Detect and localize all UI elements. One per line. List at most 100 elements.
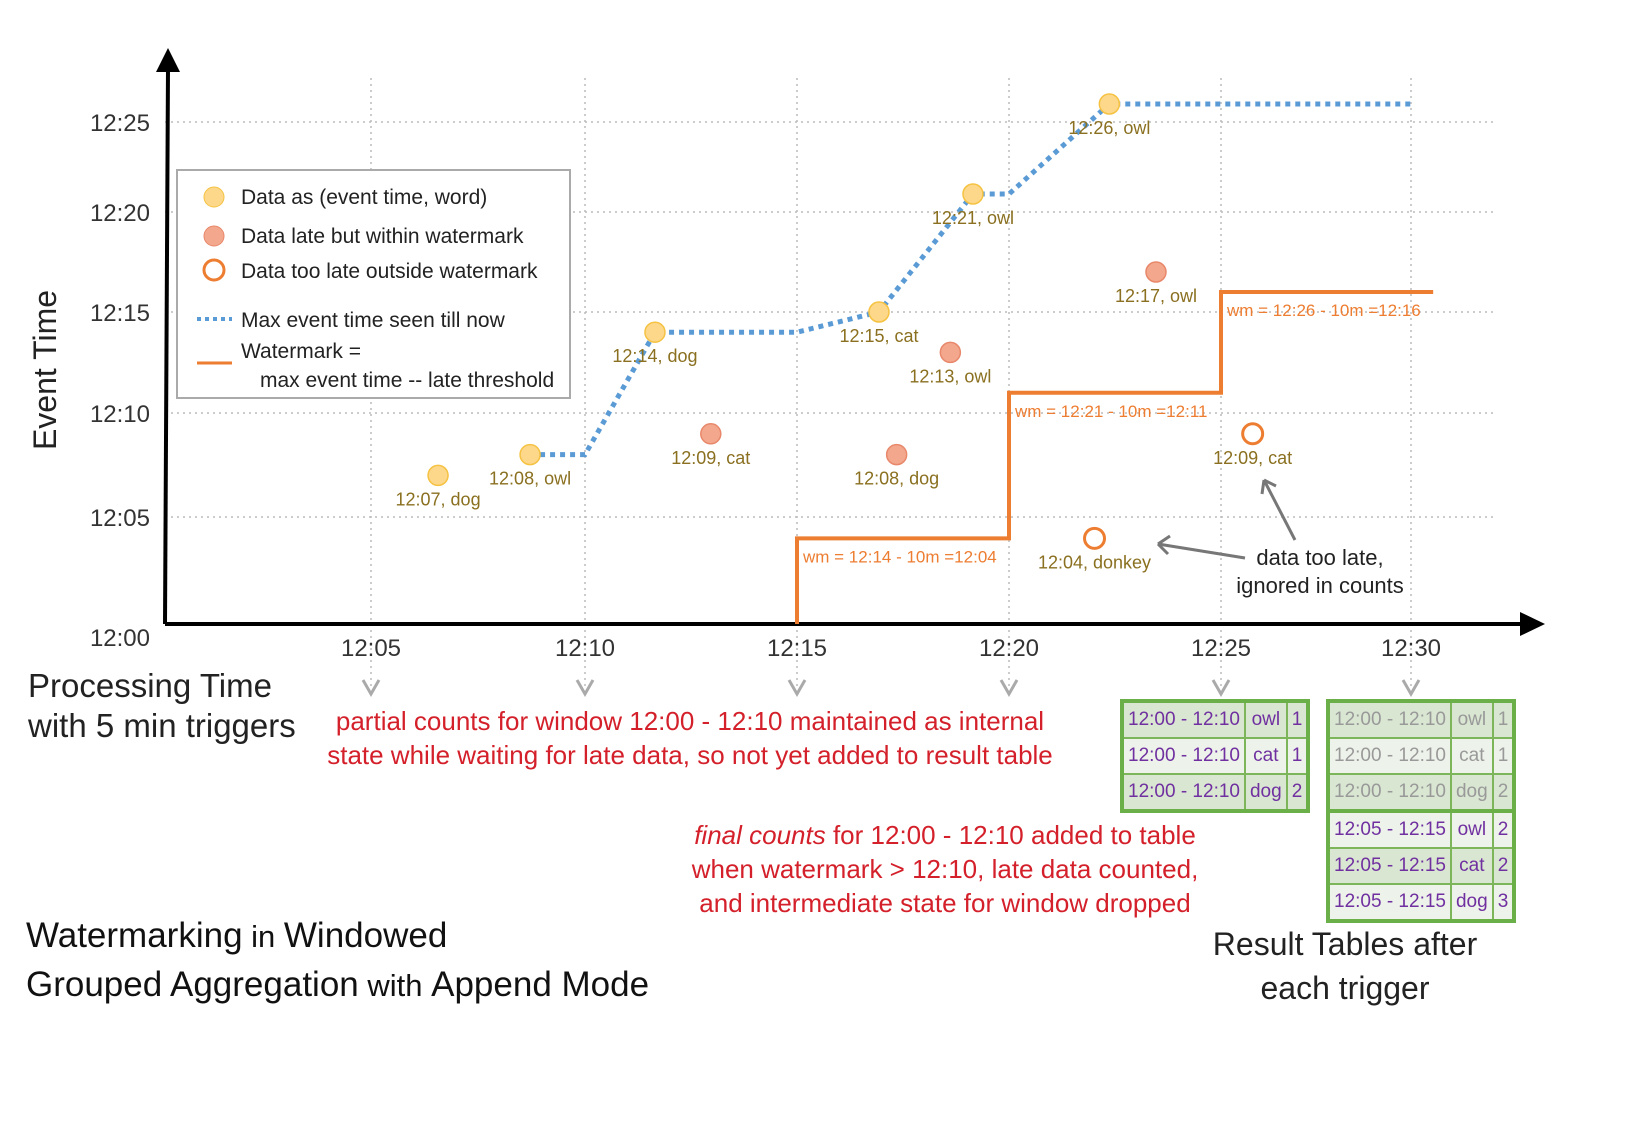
- title-text: in: [242, 919, 284, 954]
- too-late-data-point: [1241, 422, 1265, 446]
- final-counts-note: final counts for 12:00 - 12:10 added to …: [690, 818, 1200, 920]
- window-cell: 12:05 - 12:15: [1327, 847, 1452, 885]
- y-tick-label: 12:15: [90, 300, 150, 327]
- late-data-point: [939, 341, 962, 364]
- result-row: 12:00 - 12:10 dog 2: [1121, 773, 1310, 812]
- title-keyword: Windowed: [283, 916, 448, 955]
- window-cell: 12:00 - 12:10: [1121, 737, 1246, 775]
- result-row: 12:00 - 12:10 owl 1: [1121, 700, 1310, 739]
- count-cell: 3: [1491, 883, 1516, 922]
- too-late-note: data too late,: [1256, 545, 1383, 570]
- x-tick-label: 12:30: [1381, 635, 1441, 662]
- note-line: when watermark > 12:10, late data counte…: [691, 854, 1199, 884]
- legend-too-late-icon: [202, 258, 226, 282]
- data-point: [868, 301, 890, 323]
- window-cell: 12:05 - 12:15: [1327, 883, 1452, 922]
- note-line: state while waiting for late data, so no…: [327, 740, 1053, 770]
- data-point-label: 12:13, owl: [909, 366, 991, 386]
- legend-label: Data late but within watermark: [241, 225, 524, 248]
- result-row: 12:00 - 12:10 dog 2: [1327, 773, 1516, 812]
- watermark-line: [795, 290, 1434, 624]
- count-cell: 2: [1285, 773, 1310, 812]
- legend-on-time-icon: [203, 186, 225, 208]
- count-cell: 1: [1491, 700, 1516, 739]
- data-point: [962, 183, 984, 205]
- window-cell: 12:00 - 12:10: [1327, 773, 1452, 812]
- window-cell: 12:00 - 12:10: [1121, 700, 1246, 739]
- arrow-to-cat-icon: [1260, 478, 1297, 541]
- too-late-data-point: [1083, 526, 1107, 550]
- data-point-label: 12:09, cat: [671, 448, 750, 468]
- title-text: with: [358, 968, 432, 1003]
- y-tick-label: 12:20: [90, 200, 150, 227]
- final-counts-emphasis: final counts: [694, 820, 826, 850]
- x-label-line: with 5 min triggers: [28, 707, 296, 744]
- note-line: partial counts for window 12:00 - 12:10 …: [335, 706, 1045, 736]
- result-row: 12:00 - 12:10 cat 1: [1121, 737, 1310, 775]
- y-axis-label: Event Time: [27, 290, 63, 450]
- data-point-label: 12:08, dog: [854, 469, 939, 489]
- late-data-point: [700, 423, 722, 445]
- word-cell: dog: [1243, 773, 1288, 812]
- result-table-12-30: 12:00 - 12:10 owl 1 12:00 - 12:10 cat 1 12:00 …: [1326, 699, 1517, 923]
- trigger-arrow-icon: [999, 679, 1019, 698]
- result-row: 12:05 - 12:15 dog 3: [1327, 883, 1516, 922]
- result-row: 12:05 - 12:15 cat 2: [1327, 847, 1516, 885]
- trigger-arrow-icon: [575, 679, 595, 698]
- trigger-arrow-icon: [787, 679, 807, 698]
- x-tick-label: 12:20: [979, 635, 1039, 662]
- data-point-label: 12:04, donkey: [1038, 552, 1151, 572]
- data-point-label: 12:26, owl: [1068, 118, 1150, 138]
- watermark-label: wm = 12:26 - 10m =12:16: [1226, 301, 1421, 320]
- data-point-label: 12:15, cat: [839, 326, 918, 346]
- count-cell: 1: [1285, 737, 1310, 775]
- count-cell: 1: [1491, 737, 1516, 775]
- title-keyword: Append Mode: [431, 965, 650, 1004]
- y-axis: [163, 67, 170, 625]
- x-tick-label: 12:15: [767, 635, 827, 662]
- caption-line: Result Tables after: [1212, 926, 1478, 962]
- title-keyword: Watermarking: [26, 916, 243, 955]
- word-cell: cat: [1243, 737, 1288, 775]
- data-point-label: 12:09, cat: [1213, 448, 1292, 468]
- word-cell: owl: [1449, 700, 1494, 739]
- count-cell: 2: [1491, 847, 1516, 885]
- y-tick-label: 12:00: [90, 625, 150, 652]
- data-point: [644, 321, 666, 343]
- window-cell: 12:00 - 12:10: [1327, 737, 1452, 775]
- word-cell: owl: [1449, 809, 1494, 849]
- x-tick-label: 12:10: [555, 635, 615, 662]
- legend-label: Watermark =: [241, 340, 361, 363]
- late-data-point: [885, 443, 908, 466]
- too-late-note: ignored in counts: [1236, 573, 1404, 598]
- legend-label: max event time -- late threshold: [260, 369, 554, 392]
- y-tick-label: 12:10: [90, 401, 150, 428]
- y-axis-arrow-icon: [156, 48, 180, 72]
- word-cell: cat: [1449, 737, 1494, 775]
- legend-box: [176, 169, 571, 399]
- result-row: 12:00 - 12:10 cat 1: [1327, 737, 1516, 775]
- trigger-arrow-icon: [1211, 679, 1231, 698]
- data-point-label: 12:08, owl: [489, 469, 571, 489]
- word-cell: dog: [1449, 883, 1494, 922]
- arrow-to-donkey-icon: [1156, 534, 1246, 560]
- data-point-label: 12:21, owl: [932, 208, 1014, 228]
- legend-late-icon: [203, 225, 225, 247]
- note-line: and intermediate state for window droppe…: [699, 888, 1191, 918]
- window-cell: 12:00 - 12:10: [1327, 700, 1452, 739]
- word-cell: owl: [1243, 700, 1288, 739]
- legend-label: Max event time seen till now: [241, 309, 506, 332]
- count-cell: 1: [1285, 700, 1310, 739]
- result-table-12-25: 12:00 - 12:10 owl 1 12:00 - 12:10 cat 1 12:00 …: [1120, 699, 1311, 813]
- result-row: 12:00 - 12:10 owl 1: [1327, 700, 1516, 739]
- x-axis-arrow-icon: [1520, 612, 1545, 636]
- note-line: for 12:00 - 12:10 added to table: [825, 820, 1196, 850]
- y-tick-label: 12:05: [90, 505, 150, 532]
- count-cell: 2: [1491, 809, 1516, 849]
- result-caption: Result Tables after each trigger: [1200, 922, 1490, 1010]
- window-cell: 12:05 - 12:15: [1327, 809, 1452, 849]
- data-point-label: 12:17, owl: [1115, 286, 1197, 306]
- watermark-label: wm = 12:21 - 10m =12:11: [1014, 402, 1207, 421]
